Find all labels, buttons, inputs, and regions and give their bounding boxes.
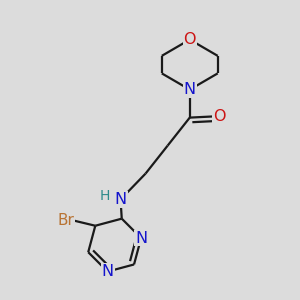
- Text: N: N: [184, 82, 196, 97]
- Text: O: O: [213, 109, 225, 124]
- Text: Br: Br: [57, 213, 74, 228]
- Text: H: H: [99, 189, 110, 203]
- Text: O: O: [184, 32, 196, 47]
- Text: N: N: [101, 264, 114, 279]
- Text: N: N: [135, 230, 147, 245]
- Text: N: N: [115, 192, 127, 207]
